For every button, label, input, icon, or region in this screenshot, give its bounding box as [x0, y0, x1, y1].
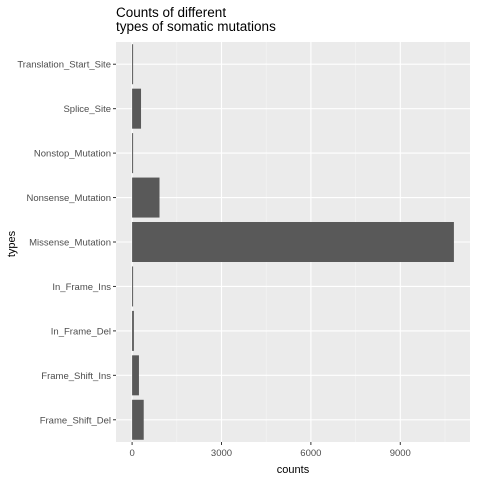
- bar-missense-mutation: [132, 222, 454, 262]
- y-tick-label: Frame_Shift_Del: [40, 415, 111, 426]
- y-tick-label: Translation_Start_Site: [17, 60, 111, 71]
- y-tick-label: Nonsense_Mutation: [27, 193, 112, 204]
- bar-splice-site: [132, 88, 142, 129]
- y-tick-label: Missense_Mutation: [29, 238, 111, 249]
- y-tick-label: In_Frame_Ins: [52, 282, 111, 293]
- x-tick-label: 3000: [211, 448, 232, 459]
- bar-frame-shift-ins: [132, 355, 139, 396]
- y-tick-label: Nonstop_Mutation: [34, 149, 111, 160]
- y-tick-label: In_Frame_Del: [51, 326, 111, 337]
- bar-in-frame-ins: [132, 266, 134, 307]
- y-axis: Translation_Start_Site Splice_Site Nonstop…: [17, 60, 116, 426]
- chart-title-line-2: types of somatic mutations: [116, 19, 276, 34]
- bars: [132, 44, 454, 440]
- bar-nonstop-mutation: [132, 133, 134, 174]
- x-tick-label: 6000: [300, 448, 321, 459]
- y-axis-title: types: [6, 230, 18, 257]
- bar-in-frame-del: [132, 310, 134, 351]
- y-tick-label: Splice_Site: [63, 104, 111, 115]
- x-tick-label: 0: [129, 448, 134, 459]
- grid-lines: [116, 42, 470, 442]
- x-tick-label: 9000: [390, 448, 411, 459]
- x-axis: 0 3000 6000 9000: [129, 442, 411, 459]
- bar-nonsense-mutation: [132, 177, 160, 218]
- x-axis-title: counts: [277, 464, 310, 476]
- y-tick-label: Frame_Shift_Ins: [41, 371, 111, 382]
- bar-frame-shift-del: [132, 399, 144, 440]
- chart-title-line-1: Counts of different: [116, 5, 226, 20]
- bar-translation-start-site: [132, 44, 134, 85]
